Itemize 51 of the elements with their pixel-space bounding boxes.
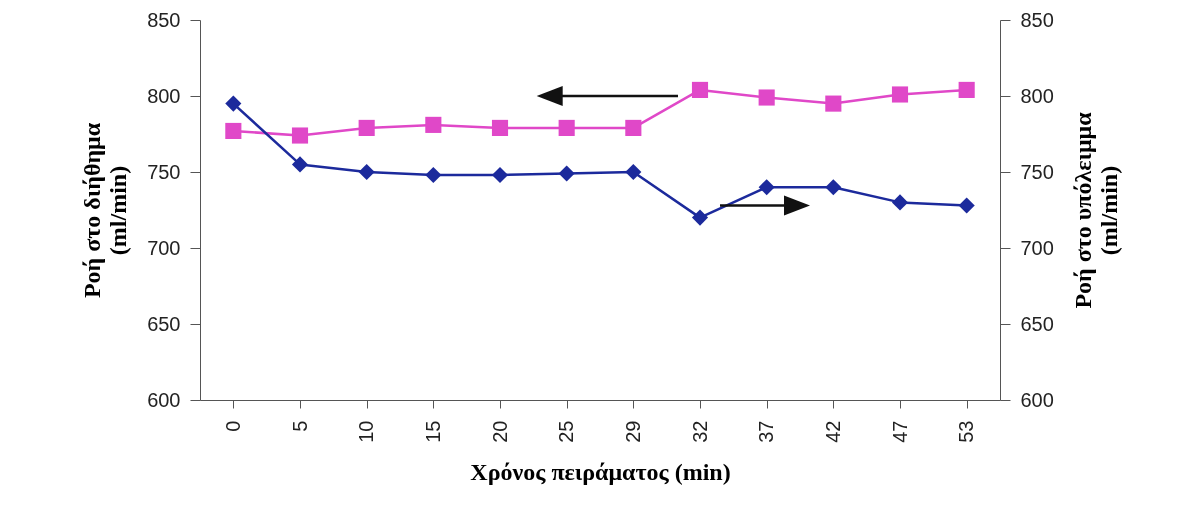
point (825, 179, 842, 196)
x-tick-label: 15 (421, 420, 444, 443)
point (491, 166, 509, 184)
point (891, 86, 909, 103)
point (558, 119, 575, 136)
point (291, 127, 309, 144)
point (358, 119, 375, 136)
y2-tick-label: 700 (1020, 236, 1054, 259)
x-tick-label: 20 (488, 420, 511, 443)
point (358, 163, 375, 181)
point (891, 194, 909, 211)
point (625, 119, 642, 136)
x-tick-label: 53 (955, 420, 978, 443)
point (758, 89, 775, 106)
x-tick-label: 42 (821, 420, 844, 443)
y-tick-label: 700 (147, 236, 181, 259)
x-tick-label: 47 (888, 420, 911, 443)
point (291, 156, 309, 173)
x-axis-title: Χρόνος πειράματος (min) (470, 458, 731, 485)
point (691, 81, 709, 98)
point (558, 165, 575, 182)
point (425, 166, 442, 184)
point (225, 95, 242, 112)
y2-tick-label: 750 (1020, 160, 1054, 183)
y-tick-label: 850 (147, 8, 181, 31)
point (691, 209, 709, 226)
y-tick-label: 800 (147, 84, 181, 107)
point (425, 116, 442, 133)
point (225, 122, 242, 140)
x-tick-label: 37 (755, 420, 778, 443)
y2-tick-label: 650 (1020, 312, 1054, 335)
y-axis-title: Ροή στο διήθημα (ml/min) (79, 122, 132, 299)
point (491, 119, 509, 136)
point (958, 197, 975, 214)
y-tick-label: 750 (147, 160, 181, 183)
point (825, 95, 842, 112)
point (958, 81, 975, 98)
y2-tick-label: 800 (1020, 84, 1054, 107)
y-tick-label: 600 (147, 388, 181, 411)
y2-tick-label: 600 (1020, 388, 1054, 411)
x-tick-label: 10 (355, 420, 378, 443)
y-tick-label: 650 (147, 312, 181, 335)
x-tick-label: 0 (221, 420, 244, 432)
x-tick-label: 5 (288, 420, 311, 432)
point (758, 179, 775, 196)
x-tick-label: 29 (621, 420, 644, 443)
y2-tick-label: 850 (1020, 8, 1054, 31)
x-tick-label: 25 (555, 420, 578, 443)
point (625, 163, 642, 181)
x-tick-label: 32 (688, 420, 711, 443)
y2-axis-title: Ροή στο υπόλειμμα (ml/min) (1069, 111, 1122, 309)
